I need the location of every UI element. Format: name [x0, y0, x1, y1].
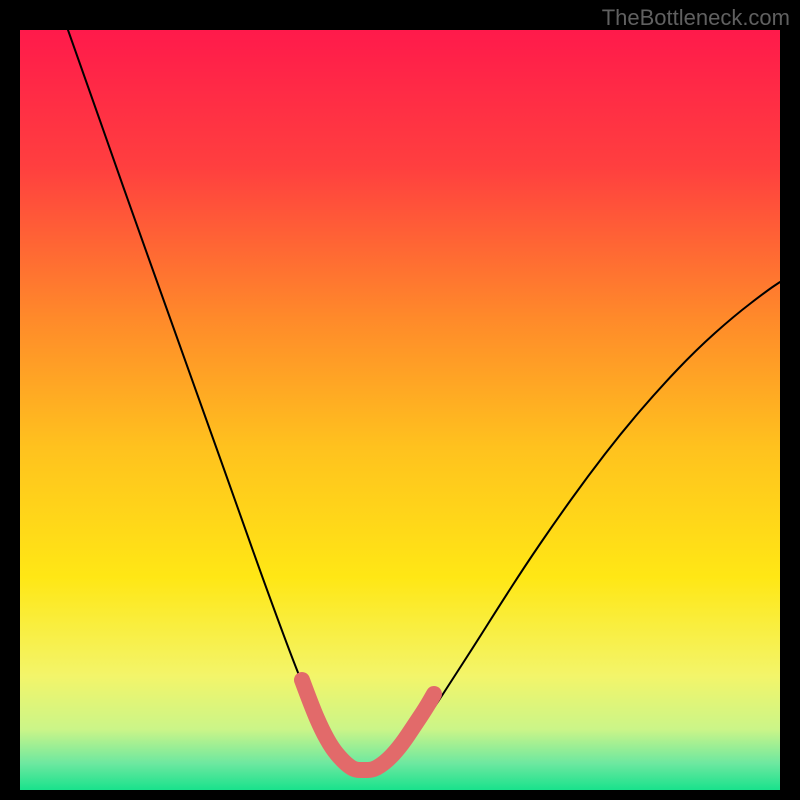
watermark-text: TheBottleneck.com — [602, 5, 790, 30]
chart-background — [20, 30, 780, 790]
bottleneck-chart: TheBottleneck.com — [0, 0, 800, 800]
